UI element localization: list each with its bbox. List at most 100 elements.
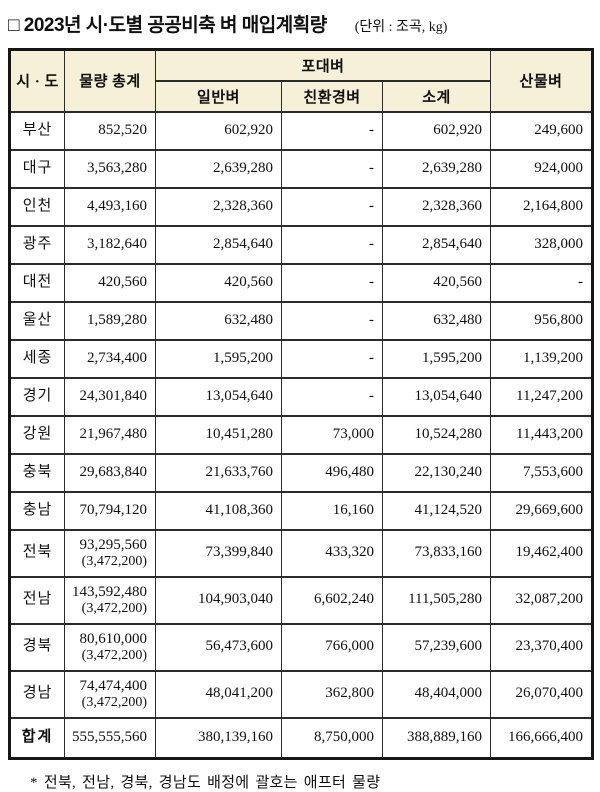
footnote: * 전북, 전남, 경북, 경남도 배정에 괄호는 애프터 물량 <box>30 775 381 791</box>
total-quantity-value: 3,563,280 <box>87 159 147 176</box>
general-rice-cell: 48,041,200 <box>155 669 282 719</box>
after-quantity-note: (3,472,200) <box>81 554 147 570</box>
table-row: 부산 852,520 602,920-602,920 249,600 <box>9 110 593 151</box>
table-row: 대구 3,563,280 2,639,280-2,639,280 924,000 <box>9 148 593 189</box>
subtotal-cell: 10,524,280 <box>382 414 491 455</box>
bulk-rice-cell: 7,553,600 <box>490 452 593 493</box>
after-quantity-note: (3,472,200) <box>81 601 147 617</box>
eco-rice-cell: - <box>281 186 383 227</box>
eco-rice-cell: 766,000 <box>281 622 383 672</box>
region-cell: 대전 <box>9 262 65 303</box>
subtotal-cell: 388,889,160 <box>382 716 491 760</box>
total-quantity-cell: 74,474,400 (3,472,200) <box>64 669 156 719</box>
table-row: 충북 29,683,840 21,633,760 496,480 22,130,240 7… <box>9 452 593 493</box>
total-quantity-value: 24,301,840 <box>79 387 148 404</box>
general-rice-cell: 632,480 <box>155 300 282 341</box>
region-cell: 인천 <box>9 186 65 227</box>
general-rice-cell: 104,903,040 <box>155 575 282 625</box>
total-row: 합계 555,555,560 380,139,160 8,750,000 388,889… <box>9 716 593 760</box>
unit-label: (단위 : 조곡, kg) <box>354 20 448 35</box>
table-row: 충남 70,794,120 41,108,360 16,160 41,124,520 29… <box>9 490 593 531</box>
total-quantity-value: 21,967,480 <box>79 425 148 442</box>
title-row: □ 2023년 시·도별 공공비축 벼 매입계획량 (단위 : 조곡, kg) <box>8 6 595 48</box>
subtotal-cell: 632,480 <box>382 300 491 341</box>
total-quantity-value: 420,560 <box>98 273 147 290</box>
eco-rice-cell: - <box>281 224 383 265</box>
col-header-subtotal: 소계 <box>382 79 491 113</box>
region-cell: 충북 <box>9 452 65 493</box>
eco-rice-cell: - <box>281 300 383 341</box>
region-cell: 경기 <box>9 376 65 417</box>
bulk-rice-cell: 11,443,200 <box>490 414 593 455</box>
bulk-rice-cell: - <box>490 262 593 303</box>
subtotal-cell: 602,920 <box>382 110 491 151</box>
table-row: 전남 143,592,480 (3,472,200) 104,903,040 6,602… <box>9 575 593 625</box>
total-quantity-value: 852,520 <box>98 121 147 138</box>
eco-rice-cell: - <box>281 262 383 303</box>
general-rice-cell: 380,139,160 <box>155 716 282 760</box>
bulk-rice-cell: 2,164,800 <box>490 186 593 227</box>
subtotal-cell: 57,239,600 <box>382 622 491 672</box>
region-cell: 합계 <box>9 716 65 760</box>
table-header: 시 · 도 물량 총계 포대벼 산물벼 일반벼 친환경벼 소계 <box>9 48 593 113</box>
eco-rice-cell: - <box>281 148 383 189</box>
col-header-bulk: 산물벼 <box>490 48 593 113</box>
page-title: □ 2023년 시·도별 공공비축 벼 매입계획량 <box>8 15 327 36</box>
bulk-rice-cell: 26,070,400 <box>490 669 593 719</box>
total-quantity-value: 74,474,400 <box>79 677 148 694</box>
total-quantity-cell: 2,734,400 <box>64 338 156 379</box>
table-row: 전북 93,295,560 (3,472,200) 73,399,840 433,320… <box>9 528 593 578</box>
general-rice-cell: 2,328,360 <box>155 186 282 227</box>
eco-rice-cell: 8,750,000 <box>281 716 383 760</box>
total-quantity-cell: 80,610,000 (3,472,200) <box>64 622 156 672</box>
total-quantity-cell: 555,555,560 <box>64 716 156 760</box>
table-row: 경북 80,610,000 (3,472,200) 56,473,600 766,000… <box>9 622 593 672</box>
region-cell: 전남 <box>9 575 65 625</box>
region-cell: 충남 <box>9 490 65 531</box>
bulk-rice-cell: 956,800 <box>490 300 593 341</box>
subtotal-cell: 111,505,280 <box>382 575 491 625</box>
eco-rice-cell: 16,160 <box>281 490 383 531</box>
bulk-rice-cell: 328,000 <box>490 224 593 265</box>
table-row: 울산 1,589,280 632,480-632,480 956,800 <box>9 300 593 341</box>
col-header-bagged-group: 포대벼 <box>155 48 491 82</box>
after-quantity-note: (3,472,200) <box>81 695 147 711</box>
eco-rice-cell: 496,480 <box>281 452 383 493</box>
col-header-sido: 시 · 도 <box>9 48 65 113</box>
region-cell: 광주 <box>9 224 65 265</box>
table-body: 부산 852,520 602,920-602,920 249,600 대구 3,563,2… <box>9 110 593 760</box>
subtotal-cell: 1,595,200 <box>382 338 491 379</box>
total-quantity-cell: 93,295,560 (3,472,200) <box>64 528 156 578</box>
general-rice-cell: 73,399,840 <box>155 528 282 578</box>
table-row: 세종 2,734,400 1,595,200-1,595,200 1,139,200 <box>9 338 593 379</box>
eco-rice-cell: 362,800 <box>281 669 383 719</box>
total-quantity-cell: 420,560 <box>64 262 156 303</box>
total-quantity-value: 70,794,120 <box>79 501 148 518</box>
after-quantity-note: (3,472,200) <box>81 648 147 664</box>
subtotal-cell: 2,639,280 <box>382 148 491 189</box>
subtotal-cell: 41,124,520 <box>382 490 491 531</box>
subtotal-cell: 2,328,360 <box>382 186 491 227</box>
table-row: 경기 24,301,840 13,054,640-13,054,640 11,247,… <box>9 376 593 417</box>
subtotal-cell: 48,404,000 <box>382 669 491 719</box>
region-cell: 세종 <box>9 338 65 379</box>
total-quantity-value: 3,182,640 <box>87 235 147 252</box>
total-quantity-cell: 29,683,840 <box>64 452 156 493</box>
total-quantity-cell: 21,967,480 <box>64 414 156 455</box>
region-cell: 대구 <box>9 148 65 189</box>
total-quantity-value: 4,493,160 <box>87 197 147 214</box>
region-cell: 전북 <box>9 528 65 578</box>
general-rice-cell: 420,560 <box>155 262 282 303</box>
eco-rice-cell: - <box>281 376 383 417</box>
total-quantity-value: 555,555,560 <box>72 729 147 746</box>
subtotal-cell: 420,560 <box>382 262 491 303</box>
general-rice-cell: 2,639,280 <box>155 148 282 189</box>
table-row: 광주 3,182,640 2,854,640-2,854,640 328,000 <box>9 224 593 265</box>
general-rice-cell: 13,054,640 <box>155 376 282 417</box>
subtotal-cell: 22,130,240 <box>382 452 491 493</box>
header-row-1: 시 · 도 물량 총계 포대벼 산물벼 <box>9 48 593 113</box>
table-row: 인천 4,493,160 2,328,360-2,328,360 2,164,800 <box>9 186 593 227</box>
col-header-eco: 친환경벼 <box>281 79 383 113</box>
total-quantity-cell: 852,520 <box>64 110 156 151</box>
